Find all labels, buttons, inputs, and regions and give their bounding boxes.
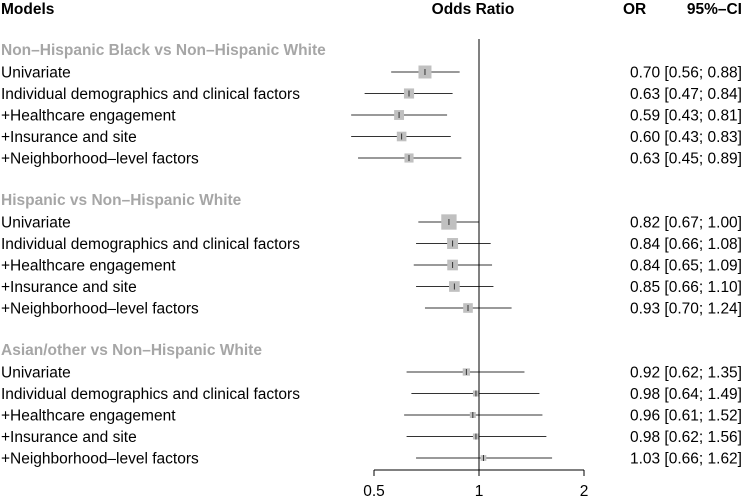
row-label: +Healthcare engagement	[1, 258, 176, 275]
group-title: Non–Hispanic Black vs Non–Hispanic White	[1, 42, 326, 59]
x-tick-label: 0.5	[363, 483, 385, 500]
row-label: +Insurance and site	[1, 429, 137, 446]
row-label: +Neighborhood–level factors	[1, 301, 199, 318]
row-estimate: 0.84 [0.65; 1.09]	[630, 258, 742, 275]
row-label: +Neighborhood–level factors	[1, 151, 199, 168]
row-estimate: 0.93 [0.70; 1.24]	[630, 301, 742, 318]
row-label: Individual demographics and clinical fac…	[1, 386, 300, 403]
row-estimate: 0.59 [0.43; 0.81]	[630, 108, 742, 125]
row-estimate: 0.84 [0.66; 1.08]	[630, 236, 742, 253]
row-estimate: 0.70 [0.56; 0.88]	[630, 65, 742, 82]
x-tick-label: 1	[475, 483, 484, 500]
header-odds-ratio: Odds Ratio	[432, 1, 515, 18]
row-label: +Healthcare engagement	[1, 408, 176, 425]
row-label: +Insurance and site	[1, 279, 137, 296]
header-models: Models	[1, 1, 54, 18]
row-estimate: 0.63 [0.47; 0.84]	[630, 86, 742, 103]
forest-rows: Non–Hispanic Black vs Non–Hispanic White…	[1, 42, 742, 468]
row-estimate: 0.98 [0.64; 1.49]	[630, 386, 742, 403]
row-label: +Insurance and site	[1, 129, 137, 146]
row-label: Univariate	[1, 65, 71, 82]
row-estimate: 0.96 [0.61; 1.52]	[630, 408, 742, 425]
header-ci: 95%–CI	[687, 1, 742, 18]
row-estimate: 0.63 [0.45; 0.89]	[630, 151, 742, 168]
row-label: +Neighborhood–level factors	[1, 451, 199, 468]
x-axis: 0.5 1 2	[363, 39, 588, 500]
row-estimate: 0.85 [0.66; 1.10]	[630, 279, 742, 296]
row-estimate: 0.82 [0.67; 1.00]	[630, 215, 742, 232]
row-estimate: 0.92 [0.62; 1.35]	[630, 365, 742, 382]
row-label: Univariate	[1, 365, 71, 382]
group-title: Asian/other vs Non–Hispanic White	[1, 342, 262, 359]
row-estimate: 1.03 [0.66; 1.62]	[630, 451, 742, 468]
x-tick-label: 2	[580, 483, 589, 500]
row-label: +Healthcare engagement	[1, 108, 176, 125]
row-estimate: 0.60 [0.43; 0.83]	[630, 129, 742, 146]
group-title: Hispanic vs Non–Hispanic White	[1, 192, 242, 209]
row-label: Individual demographics and clinical fac…	[1, 86, 300, 103]
row-estimate: 0.98 [0.62; 1.56]	[630, 429, 742, 446]
row-label: Univariate	[1, 215, 71, 232]
row-label: Individual demographics and clinical fac…	[1, 236, 300, 253]
header-or: OR	[623, 1, 646, 18]
